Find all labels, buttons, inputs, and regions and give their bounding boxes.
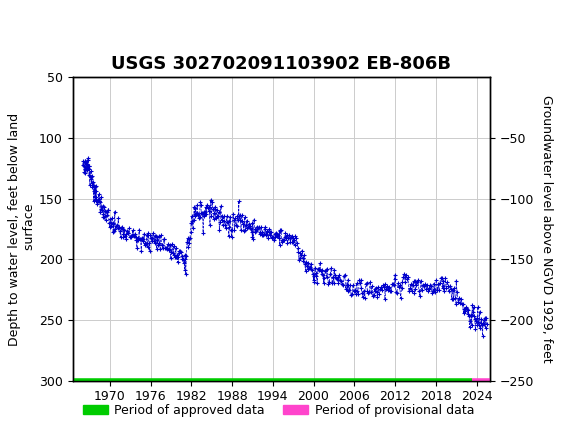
Text: ▩: ▩ [3,7,27,31]
FancyBboxPatch shape [2,3,52,35]
Text: ▣USGS: ▣USGS [3,12,64,27]
Title: USGS 302702091103902 EB-806B: USGS 302702091103902 EB-806B [111,55,451,73]
Legend: Period of approved data, Period of provisional data: Period of approved data, Period of provi… [78,399,479,421]
Y-axis label: Depth to water level, feet below land
 surface: Depth to water level, feet below land su… [8,112,36,346]
FancyBboxPatch shape [3,3,61,35]
Y-axis label: Groundwater level above NGVD 1929, feet: Groundwater level above NGVD 1929, feet [540,95,553,363]
Text: USGS: USGS [44,12,90,27]
